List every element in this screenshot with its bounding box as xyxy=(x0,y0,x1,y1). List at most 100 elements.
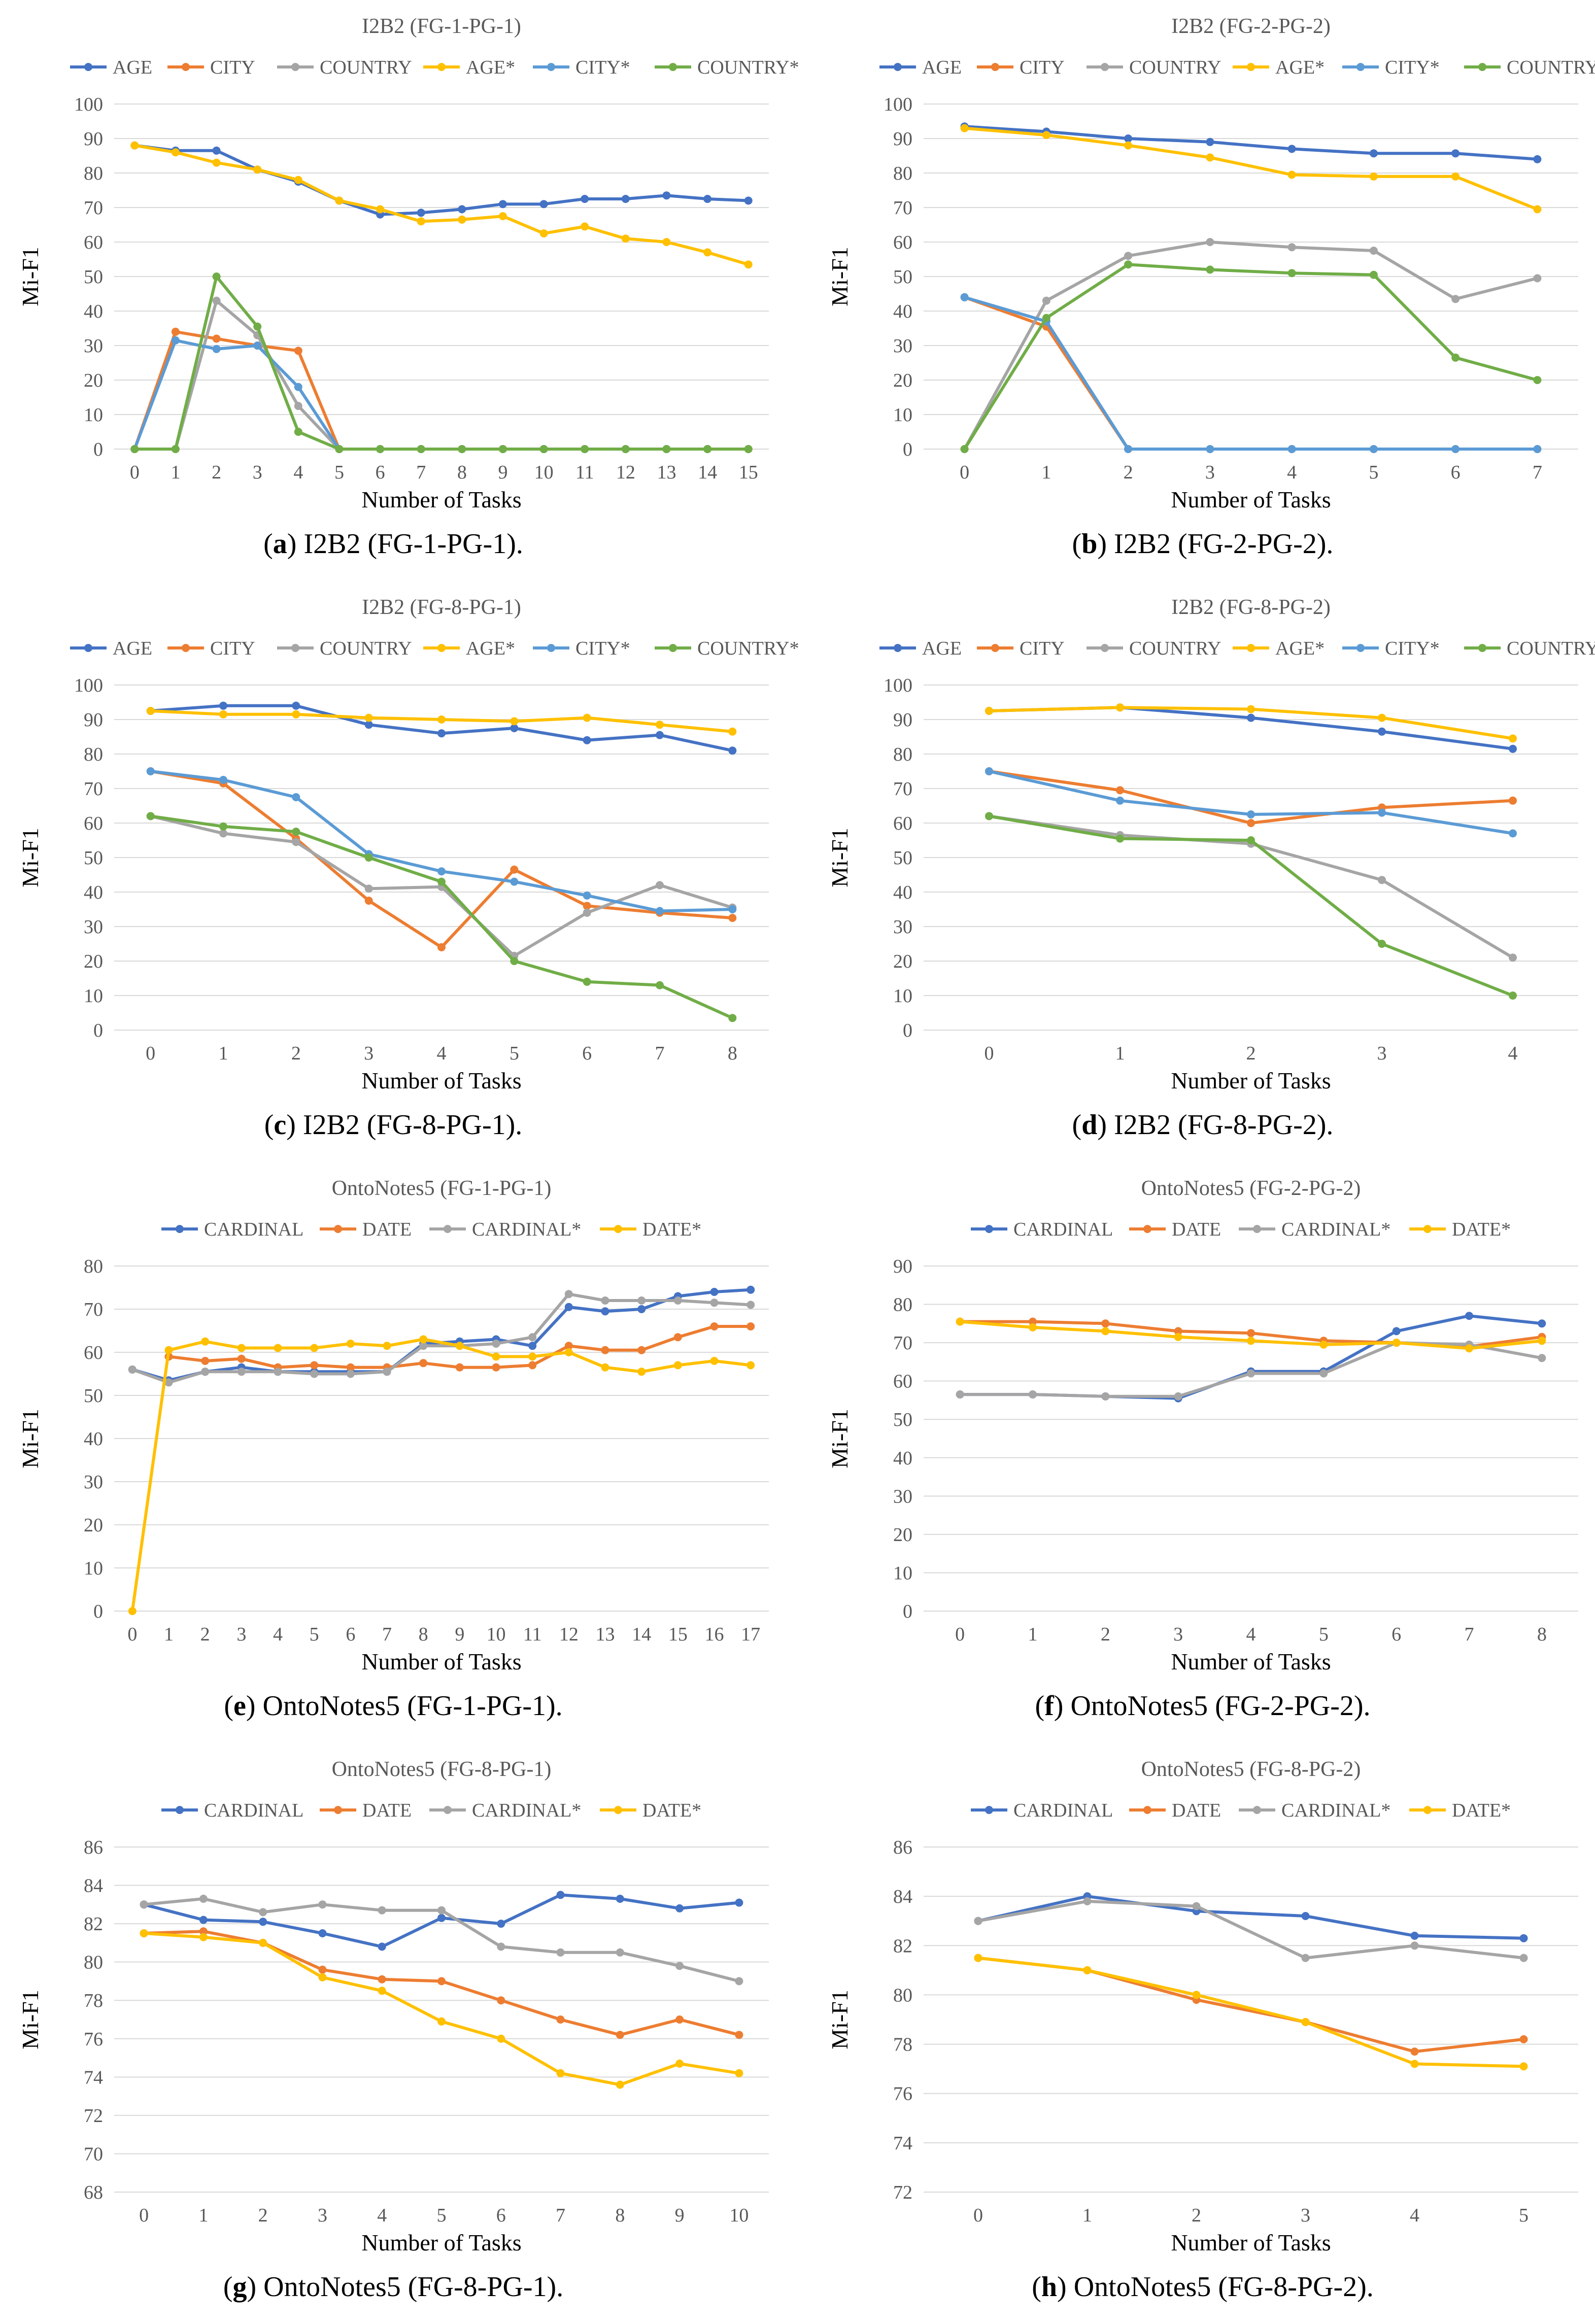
legend-item: CARDINAL* xyxy=(429,1800,581,1821)
legend-marker xyxy=(182,644,190,652)
data-point xyxy=(212,296,221,305)
x-tick-label: 11 xyxy=(523,1624,542,1645)
data-point xyxy=(498,212,507,220)
data-point xyxy=(492,1363,500,1372)
y-tick-label: 10 xyxy=(84,404,103,426)
data-point xyxy=(128,1365,137,1374)
data-point xyxy=(1083,1897,1092,1905)
legend-marker xyxy=(547,644,555,652)
series-line xyxy=(133,338,749,451)
legend-marker xyxy=(176,1806,184,1814)
data-point xyxy=(492,1340,500,1348)
series-line xyxy=(130,1338,751,1612)
caption-text: I2B2 (FG-8-PG-1). xyxy=(302,1109,523,1141)
x-tick-label: 15 xyxy=(739,462,758,483)
legend-marker xyxy=(444,1806,452,1814)
data-point xyxy=(237,1368,246,1376)
y-axis-label: Mi-F1 xyxy=(17,247,43,306)
data-point xyxy=(1287,170,1296,179)
y-tick-label: 0 xyxy=(903,439,912,460)
x-tick-label: 1 xyxy=(219,1043,228,1064)
data-point xyxy=(458,205,466,214)
chart-svg-d: I2B2 (FG-8-PG-2) 0 10 20 30 40 50 60 70 80 90 100 0 1… xyxy=(827,596,1595,1093)
series-line xyxy=(964,125,1538,161)
series-line xyxy=(144,1932,739,2087)
figure-caption: (c) I2B2 (FG-8-PG-1). xyxy=(264,1109,523,1141)
data-point xyxy=(378,1906,386,1915)
series-cardinal-star xyxy=(140,1895,743,1986)
data-point xyxy=(171,336,180,345)
data-point xyxy=(601,1307,609,1316)
legend-label: CARDINAL xyxy=(1013,1800,1113,1821)
y-tick-label: 76 xyxy=(893,2083,912,2105)
chart-title: OntoNotes5 (FG-1-PG-1) xyxy=(332,1177,552,1200)
legend: AGE CITY COUNTRY AGE* CITY* COUNTRY* xyxy=(70,57,799,78)
series-age-star xyxy=(146,707,737,736)
x-tick-label: 0 xyxy=(955,1624,965,1645)
x-tick-label: 7 xyxy=(655,1043,665,1064)
legend-label: AGE* xyxy=(1275,638,1325,659)
data-point xyxy=(673,1361,682,1370)
x-tick-label: 5 xyxy=(437,2205,447,2226)
data-point xyxy=(616,1895,624,1903)
x-tick-label: 0 xyxy=(985,1043,994,1064)
x-tick-label: 3 xyxy=(318,2205,327,2226)
data-point xyxy=(274,1344,282,1352)
legend-label: DATE* xyxy=(642,1219,701,1240)
legend-item: CARDINAL* xyxy=(1239,1800,1390,1821)
data-point xyxy=(985,707,993,715)
legend-label: DATE xyxy=(1172,1800,1221,1821)
legend: CARDINAL DATE CARDINAL* DATE* xyxy=(161,1800,701,1821)
series-line xyxy=(977,1899,1524,1960)
data-point xyxy=(1410,2060,1419,2068)
data-point xyxy=(128,1607,137,1615)
chart-svg-f: OntoNotes5 (FG-2-PG-2)010203040506070809… xyxy=(827,1177,1578,1674)
x-tick-label: 5 xyxy=(310,1624,319,1645)
data-point xyxy=(673,1333,682,1342)
series-country-star xyxy=(146,812,737,1022)
legend-label: CITY* xyxy=(1385,638,1440,659)
y-tick-label: 50 xyxy=(893,266,912,288)
data-point xyxy=(1247,705,1255,713)
data-point xyxy=(417,217,425,226)
y-tick-label: 20 xyxy=(893,370,912,391)
data-point xyxy=(528,1361,537,1370)
data-point xyxy=(201,1337,210,1346)
legend-label: COUNTRY xyxy=(320,57,412,78)
legend-marker xyxy=(1247,644,1255,652)
data-point xyxy=(1174,1327,1182,1336)
data-point xyxy=(1206,238,1214,246)
legend-label: CITY xyxy=(1020,638,1065,659)
x-tick-label: 1 xyxy=(171,462,180,483)
y-tick-label: 80 xyxy=(893,163,912,184)
data-point xyxy=(1192,1902,1201,1910)
data-point xyxy=(564,1303,573,1311)
x-tick-label: 17 xyxy=(741,1624,760,1645)
data-point xyxy=(212,272,221,281)
legend-label: AGE* xyxy=(466,57,515,78)
data-point xyxy=(1410,1941,1419,1950)
chart-title: I2B2 (FG-8-PG-1) xyxy=(362,596,521,619)
series-cardinal-star xyxy=(128,1290,755,1387)
x-tick-label: 1 xyxy=(1082,2205,1092,2226)
data-point xyxy=(140,1900,148,1909)
caption-letter: b xyxy=(1081,528,1098,560)
y-tick-label: 20 xyxy=(893,1524,912,1546)
data-point xyxy=(1029,1323,1037,1331)
x-tick-label: 14 xyxy=(632,1624,651,1645)
data-point xyxy=(1369,172,1378,181)
y-tick-label: 30 xyxy=(893,1486,912,1507)
legend-marker xyxy=(985,1225,993,1233)
legend-marker xyxy=(669,63,677,71)
data-point xyxy=(294,383,302,391)
data-point xyxy=(458,215,466,224)
data-point xyxy=(1042,296,1050,305)
legend-label: DATE xyxy=(362,1800,412,1821)
legend-item: CITY* xyxy=(1342,638,1440,659)
y-axis-label: Mi-F1 xyxy=(17,828,43,887)
y-axis-label: Mi-F1 xyxy=(827,828,853,887)
caption-letter: d xyxy=(1081,1109,1098,1141)
x-axis-label: Number of Tasks xyxy=(361,1068,521,1093)
x-tick-label: 16 xyxy=(705,1624,724,1645)
